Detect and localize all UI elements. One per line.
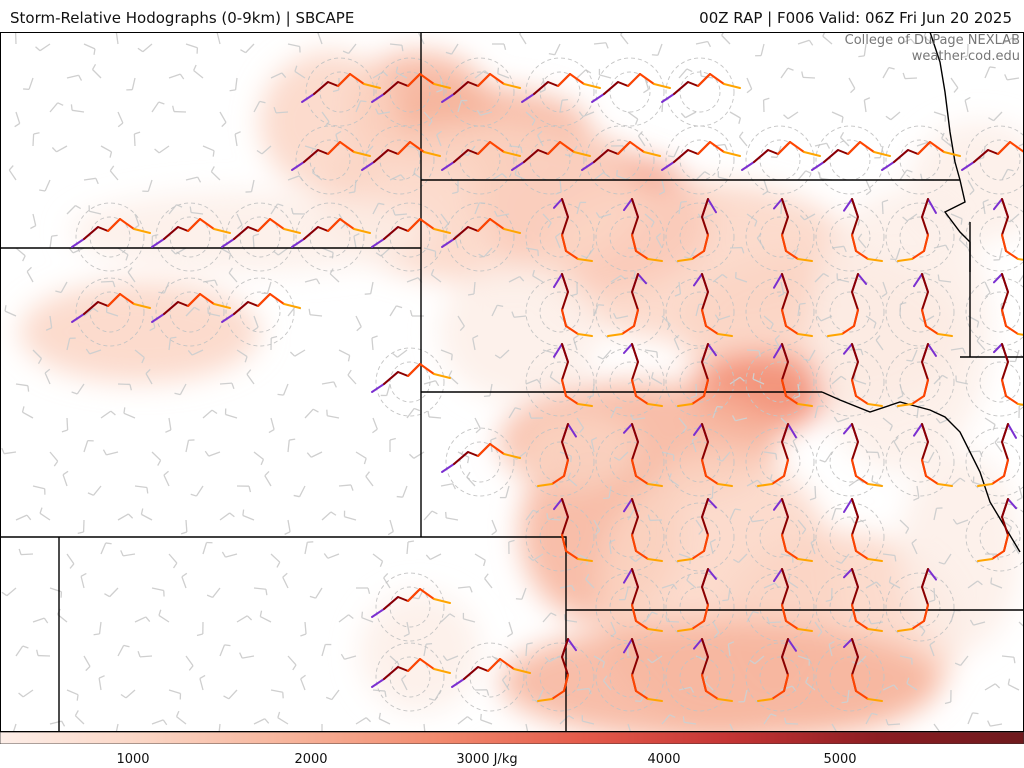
colorbar-tick-2000: 2000 (294, 752, 328, 767)
colorbar-tick-5000: 5000 (823, 752, 857, 767)
credit-block: College of DuPage NEXLAB weather.cod.edu (845, 33, 1020, 65)
colorbar-tick-3000: 3000 J/kg (456, 752, 518, 767)
cape-shading (20, 52, 1024, 732)
chart-title: Storm-Relative Hodographs (0-9km) | SBCA… (10, 9, 355, 27)
hodograph-rings (75, 57, 1024, 712)
map-panel (0, 32, 1024, 732)
colorbar-tick-4000: 4000 (647, 752, 681, 767)
colorbar-tick-1000: 1000 (116, 752, 150, 767)
colorbar (0, 732, 1024, 744)
hodographs (71, 73, 1024, 702)
wind-barbs (1, 32, 1024, 732)
credit-org: College of DuPage NEXLAB (844, 33, 1020, 48)
credit-url: weather.cod.edu (911, 49, 1020, 64)
run-info: 00Z RAP | F006 Valid: 06Z Fri Jun 20 202… (699, 9, 1012, 27)
